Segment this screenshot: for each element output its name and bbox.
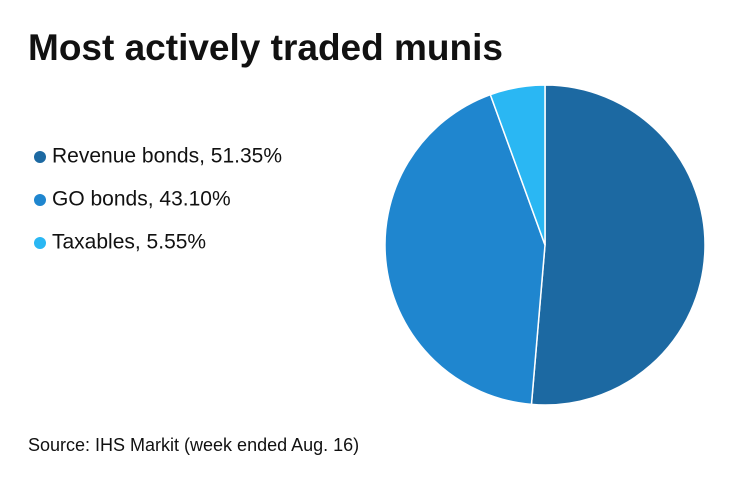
legend-label: Taxables, 5.55% — [52, 231, 206, 254]
legend-marker — [34, 151, 46, 163]
legend-label: Revenue bonds, 51.35% — [52, 145, 282, 168]
pie-slice — [384, 93, 546, 406]
pie-slice — [530, 84, 706, 406]
legend-marker — [34, 194, 46, 206]
source: Source: IHS Markit (week ended Aug. 16) — [28, 435, 359, 455]
chart-title: Most actively traded munis — [28, 27, 503, 68]
legend-marker — [34, 237, 46, 249]
pie-slice — [489, 84, 546, 246]
legend-label: GO bonds, 43.10% — [52, 188, 231, 211]
